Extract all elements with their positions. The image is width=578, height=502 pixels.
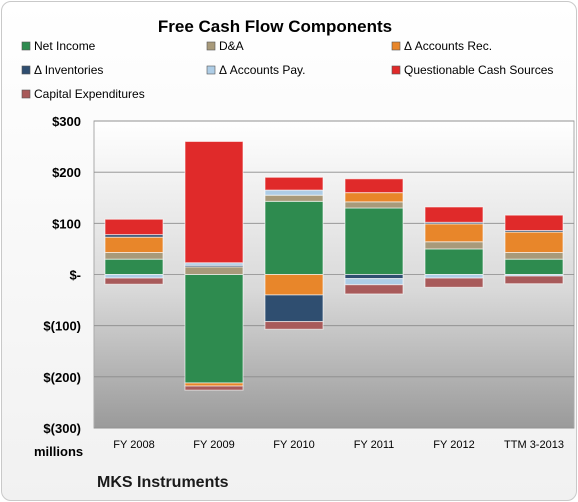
- y-tick-label: $300: [52, 114, 81, 129]
- x-tick-label: FY 2009: [193, 439, 234, 451]
- bar-fy-2011-accounts-pay: [344, 278, 404, 286]
- legend-label-accounts-pay: Δ Accounts Pay.: [219, 63, 306, 77]
- y-tick-label: $(200): [43, 370, 81, 385]
- bar-fy-2010-inventories: [264, 294, 324, 323]
- y-tick-label: $100: [52, 216, 81, 231]
- legend-label-accounts-rec: Δ Accounts Rec.: [404, 39, 492, 53]
- bar-fy-2011-accounts-rec: [344, 192, 404, 203]
- gridlines: [94, 120, 574, 429]
- bar-fy-2012-accounts-pay: [424, 274, 484, 279]
- bar-ttm-3-2013-capital-expenditures: [504, 275, 564, 285]
- bar-fy-2011-net-income: [344, 207, 404, 276]
- x-tick-label: FY 2008: [113, 439, 154, 451]
- legend-label-net-income: Net Income: [34, 39, 96, 53]
- x-tick-label: FY 2011: [354, 439, 395, 451]
- bar-fy-2012-d-a: [424, 241, 484, 250]
- legend-label-d-a: D&A: [219, 39, 244, 53]
- x-tick-label: TTM 3-2013: [504, 439, 564, 451]
- bar-fy-2010-d-a: [264, 194, 324, 202]
- units-label: millions: [34, 444, 83, 459]
- bar-fy-2011-d-a: [344, 201, 404, 209]
- bars: [104, 140, 564, 391]
- bar-fy-2009-d-a: [184, 266, 244, 276]
- x-tick-label: FY 2010: [273, 439, 314, 451]
- bar-fy-2010-questionable-cash-sources: [264, 176, 324, 191]
- bar-fy-2010-accounts-pay: [264, 189, 324, 196]
- legend-swatch-questionable-cash-sources: [391, 65, 401, 75]
- chart-title: Free Cash Flow Components: [158, 17, 392, 36]
- y-axis: $300 $200 $100 $- $(100) $(200) $(300): [43, 114, 81, 436]
- bar-fy-2012-accounts-rec: [424, 223, 484, 243]
- legend-label-questionable-cash-sources: Questionable Cash Sources: [404, 63, 553, 77]
- bar-fy-2008-accounts-pay: [104, 274, 164, 279]
- bar-fy-2008-capital-expenditures: [104, 277, 164, 285]
- legend-swatch-capital-expenditures: [21, 89, 31, 99]
- bar-fy-2011-capital-expenditures: [344, 284, 404, 295]
- bar-fy-2012-questionable-cash-sources: [424, 206, 484, 223]
- bar-fy-2010-capital-expenditures: [264, 321, 324, 330]
- bar-ttm-3-2013-d-a: [504, 251, 564, 260]
- bar-ttm-3-2013-net-income: [504, 258, 564, 275]
- y-tick-label: $200: [52, 165, 81, 180]
- bar-fy-2009-capital-expenditures: [184, 385, 244, 391]
- bar-fy-2009-questionable-cash-sources: [184, 140, 244, 264]
- y-tick-label: $-: [69, 268, 81, 283]
- bar-fy-2011-inventories: [344, 274, 404, 280]
- bar-ttm-3-2013-accounts-rec: [504, 231, 564, 253]
- bar-fy-2008-d-a: [104, 251, 164, 260]
- legend-label-capital-expenditures: Capital Expenditures: [34, 87, 145, 101]
- legend-swatch-accounts-rec: [391, 41, 401, 51]
- legend-swatch-d-a: [206, 41, 216, 51]
- bar-fy-2009-net-income: [184, 274, 244, 384]
- bar-ttm-3-2013-questionable-cash-sources: [504, 214, 564, 231]
- legend-label-inventories: Δ Inventories: [34, 63, 103, 77]
- bar-fy-2008-net-income: [104, 258, 164, 275]
- legend-swatch-inventories: [21, 65, 31, 75]
- y-tick-label: $(100): [43, 319, 81, 334]
- legend: Net Income D&A Δ Accounts Rec. Δ Inventorie…: [21, 39, 553, 101]
- bar-fy-2008-questionable-cash-sources: [104, 218, 164, 236]
- bar-fy-2011-questionable-cash-sources: [344, 178, 404, 194]
- legend-swatch-net-income: [21, 41, 31, 51]
- bar-fy-2010-net-income: [264, 200, 324, 275]
- company-label: MKS Instruments: [97, 474, 229, 491]
- x-tick-label: FY 2012: [433, 439, 474, 451]
- bar-fy-2012-net-income: [424, 248, 484, 276]
- bar-fy-2008-accounts-rec: [104, 236, 164, 253]
- x-axis: FY 2008 FY 2009 FY 2010 FY 2011 FY 2012 TTM 3…: [113, 439, 564, 451]
- bar-fy-2010-accounts-rec: [264, 274, 324, 296]
- bar-fy-2012-capital-expenditures: [424, 277, 484, 288]
- y-tick-label: $(300): [43, 421, 81, 436]
- legend-swatch-accounts-pay: [206, 65, 216, 75]
